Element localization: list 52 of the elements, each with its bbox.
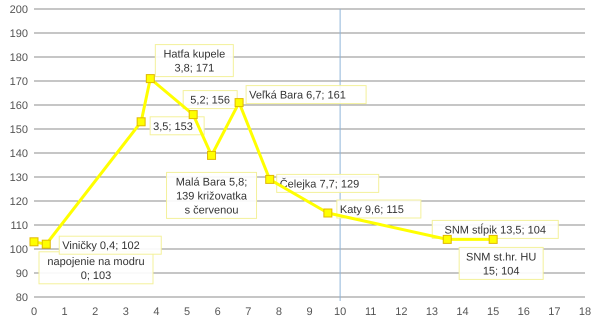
y-tick-label: 150	[10, 124, 28, 136]
x-tick-label: 7	[245, 306, 252, 318]
point	[207, 150, 216, 160]
x-tick-label: 4	[153, 306, 160, 318]
data-label: Hatfa kupele 3,8; 171	[163, 48, 226, 75]
y-tick-label: 140	[10, 148, 28, 160]
data-label: napojenie na modru 0; 103	[47, 256, 145, 282]
x-tick-label: 3	[122, 306, 129, 318]
point	[188, 110, 198, 120]
y-tick-label: 180	[10, 52, 28, 64]
data-label: Katy 9,6; 115	[340, 204, 404, 216]
x-tick-label: 14	[456, 306, 469, 318]
point	[42, 240, 51, 249]
x-tick-label: 8	[276, 306, 282, 318]
point	[234, 98, 244, 108]
x-tick-label: 18	[578, 306, 592, 318]
point	[146, 74, 155, 84]
point	[442, 234, 452, 244]
point	[136, 117, 146, 126]
y-tick-label: 190	[10, 28, 28, 40]
x-tick-label: 16	[518, 306, 530, 318]
data-label: SNM st.hr. HU 15; 104	[466, 251, 536, 278]
y-tick-label: 90	[16, 268, 28, 280]
y-tick-label: 200	[10, 4, 28, 16]
y-tick-label: 120	[10, 196, 28, 208]
y-tick-label: 170	[10, 76, 28, 88]
x-tick-label: 5	[184, 306, 190, 318]
x-tick-label: 12	[395, 306, 408, 318]
data-label: Viničky 0,4; 102	[62, 240, 140, 252]
x-tick-label: 11	[365, 306, 376, 318]
x-tick-label: 6	[214, 306, 221, 318]
y-tick-label: 100	[10, 244, 28, 256]
y-tick-label: 130	[10, 172, 28, 184]
y-tick-label: 160	[10, 100, 28, 112]
data-label: 5,2; 156	[190, 94, 230, 107]
point	[323, 208, 332, 218]
x-tick-label: 13	[426, 306, 438, 318]
data-label: Veľká Bara 6,7; 161	[249, 90, 346, 102]
x-tick-label: 0	[30, 306, 38, 318]
x-tick-label: 9	[306, 306, 313, 318]
data-label: SNM stĺpik 13,5; 104	[444, 223, 546, 236]
data-label: 3,5; 153	[153, 120, 193, 133]
point	[30, 237, 38, 246]
x-tick-label: 15	[487, 306, 500, 318]
x-tick-label: 10	[334, 306, 346, 318]
y-tick-label: 80	[16, 292, 28, 304]
point	[265, 174, 274, 184]
y-tick-label: 110	[10, 220, 28, 232]
x-tick-label: 2	[92, 306, 98, 318]
x-tick-label: 1	[62, 306, 68, 318]
x-tick-label: 17	[548, 306, 561, 318]
data-label: Malá Bara 5,8; 139 križovatka s červenou	[176, 176, 248, 216]
